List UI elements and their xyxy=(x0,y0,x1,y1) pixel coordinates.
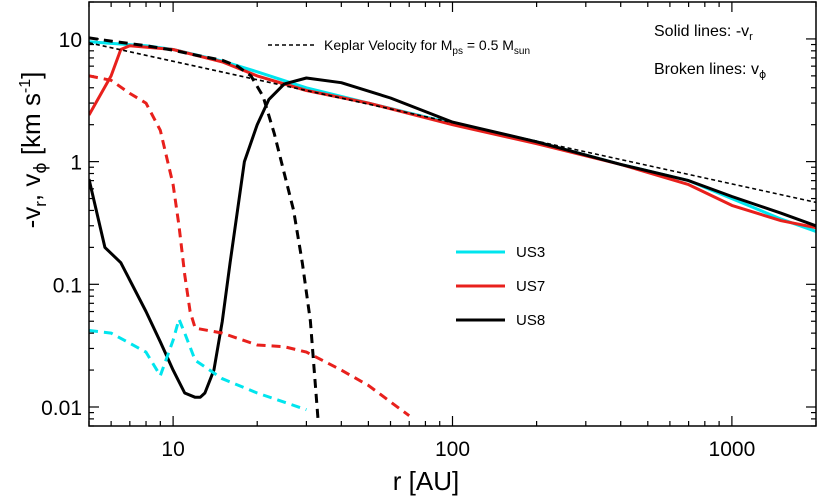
y-tick-label: 0.01 xyxy=(41,397,82,420)
broken-lines-note: Broken lines: vϕ xyxy=(654,61,766,81)
series-us8-dashed xyxy=(89,36,320,420)
keplar-annotation-text: Keplar Velocity for Mps = 0.5 Msun xyxy=(324,37,530,57)
keplar-annotation: Keplar Velocity for Mps = 0.5 Msun xyxy=(268,37,530,57)
legend: US3 US7 US8 xyxy=(456,244,545,329)
legend-label-us3: US3 xyxy=(516,244,545,261)
series-us3-dashed xyxy=(89,317,307,412)
plot-frame xyxy=(88,1,817,427)
x-tick-label: 1000 xyxy=(709,438,756,461)
y-tick-label: 0.1 xyxy=(53,274,82,297)
axis-ticks xyxy=(88,1,817,427)
x-tick-label: 10 xyxy=(161,438,184,461)
y-tick-label: 10 xyxy=(59,29,82,52)
legend-label-us8: US8 xyxy=(516,312,545,329)
series-keplar-velocity-dotted xyxy=(89,42,816,204)
y-axis-label: -vr, vϕ [km s-1] xyxy=(16,72,51,229)
x-axis-label: r [AU] xyxy=(393,466,459,496)
solid-lines-note: Solid lines: -vr xyxy=(654,23,753,43)
series-us7-dashed xyxy=(89,74,411,417)
y-tick-label: 1 xyxy=(70,152,82,175)
x-tick-label: 100 xyxy=(435,438,470,461)
legend-label-us7: US7 xyxy=(516,278,545,295)
tick-labels: 10 100 1000 10 1 0.1 0.01 xyxy=(41,29,755,461)
series-group xyxy=(89,36,816,420)
